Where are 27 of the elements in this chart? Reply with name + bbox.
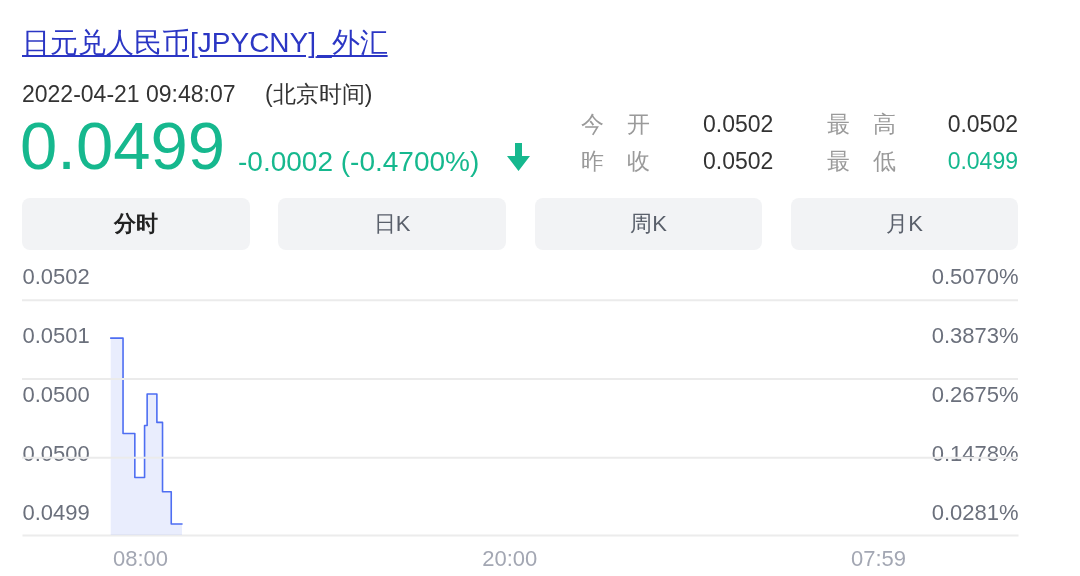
tab[interactable]: 周K	[535, 198, 762, 250]
x-tick-label: 20:00	[482, 545, 538, 571]
tab[interactable]: 月K	[791, 198, 1018, 250]
y2-tick-label: 0.3873%	[931, 323, 1019, 349]
y-tick-label: 0.0502	[22, 264, 90, 290]
text: 今 开	[581, 111, 651, 137]
chart-title: 日元兑人民币[JPYCNY]_外汇	[22, 27, 388, 58]
text: 0.0502	[703, 147, 774, 174]
y-tick-label: 0.0501	[22, 323, 90, 349]
y-tick-label: 0.0499	[22, 500, 90, 526]
x-tick-label: 07:59	[850, 545, 907, 571]
text: 昨 收	[581, 147, 651, 174]
y2-tick-label: 0.0281%	[931, 500, 1019, 526]
text: -0.0002 (-0.4700%)	[238, 146, 480, 177]
chart-subtitle: 2022-04-21 09:48:07	[22, 80, 236, 107]
text: 最 低	[827, 147, 897, 174]
text: 0.0499	[947, 147, 1018, 174]
tab[interactable]: 分时	[22, 198, 250, 250]
text: 0.0502	[947, 111, 1018, 137]
y-tick-label: 0.0500	[22, 382, 90, 408]
y2-tick-label: 0.2675%	[931, 382, 1019, 408]
text: 0.0502	[703, 111, 774, 137]
tab[interactable]: 日K	[278, 198, 506, 250]
x-tick-label: 08:00	[112, 545, 168, 571]
text: 最 高	[827, 111, 897, 137]
text: (北京时间)	[265, 80, 373, 107]
y2-tick-label: 0.5070%	[931, 264, 1019, 290]
